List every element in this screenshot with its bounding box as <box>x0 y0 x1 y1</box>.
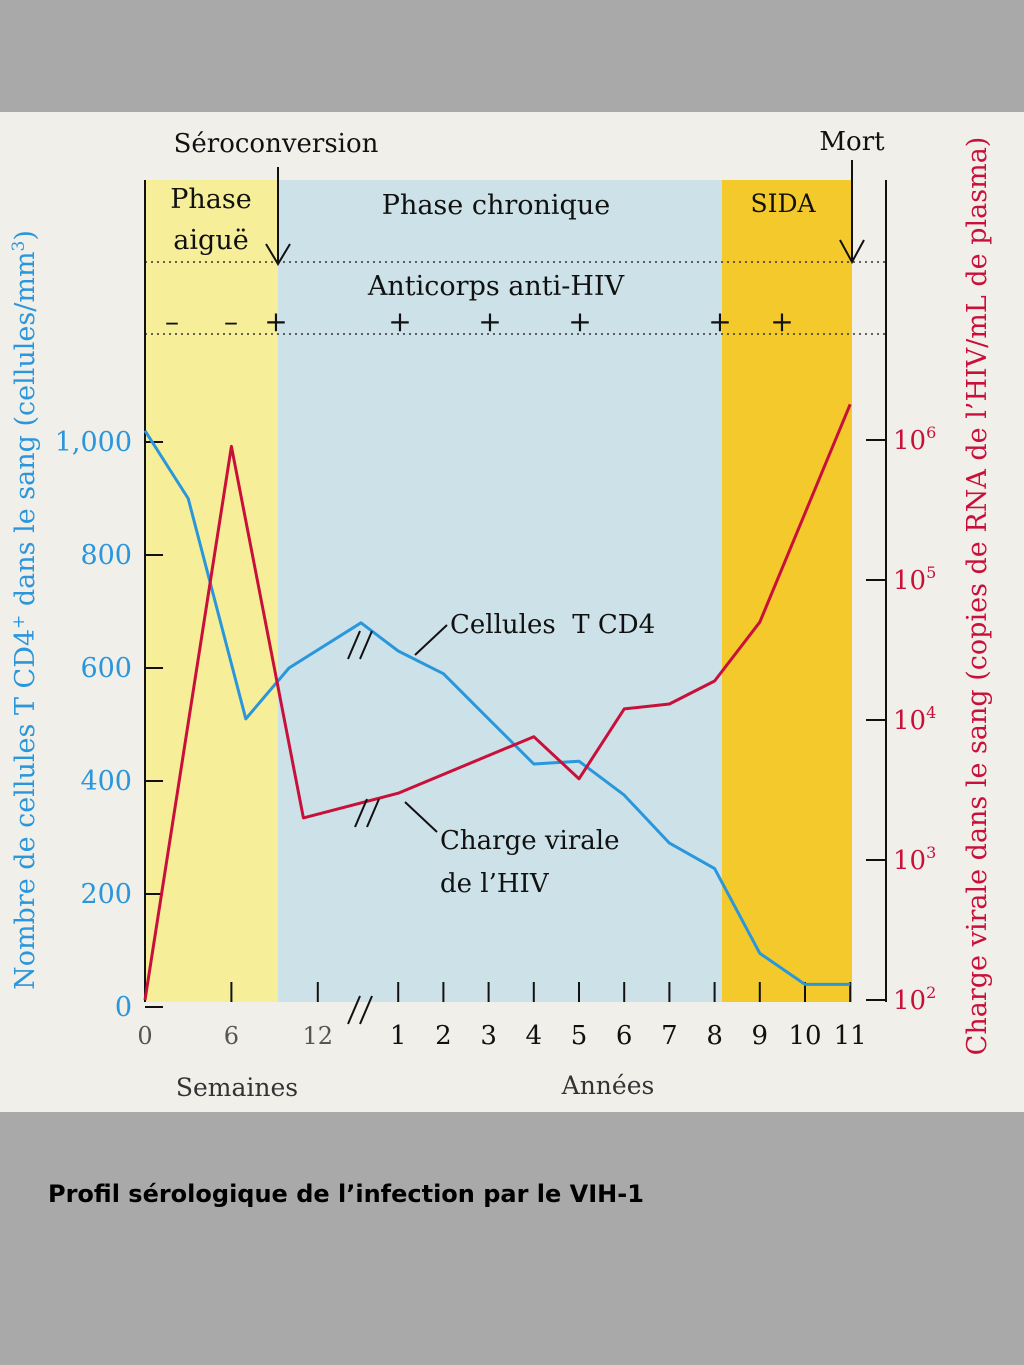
y-left-tick-label: 1,000 <box>55 427 132 458</box>
series-label-viral-line2: de l’HIV <box>440 869 550 899</box>
phase-aids-background <box>722 180 852 1002</box>
y-left-tick-label: 0 <box>115 992 132 1023</box>
axis-break-marks <box>347 630 380 1025</box>
slide-caption: Profil sérologique de l’infection par le… <box>48 1180 644 1208</box>
antibody-sign: + <box>708 305 731 338</box>
viral-label-leader <box>404 801 438 833</box>
antibody-sign: + <box>264 305 287 338</box>
left-axis-ticks: 0 200 400 600 800 1,000 <box>55 427 163 1023</box>
antibody-sign: + <box>568 305 591 338</box>
x-tick-label: 4 <box>526 1021 543 1051</box>
phase-chronic-label: Phase chronique <box>382 190 610 221</box>
death-arrow <box>839 160 865 265</box>
series-line-viral-load <box>143 403 852 1001</box>
y-left-tick-label: 200 <box>80 879 132 910</box>
seroconversion-arrow <box>265 167 291 266</box>
x-tick-label: 12 <box>303 1022 334 1050</box>
x-tick-label: 3 <box>480 1021 497 1051</box>
phase-chronic-background <box>278 180 722 1002</box>
x-tick-label: 6 <box>224 1022 239 1050</box>
phase-acute-label-line2: aiguë <box>173 225 248 256</box>
x-tick-label: 2 <box>435 1021 452 1051</box>
seroconversion-label: Séroconversion <box>174 129 379 159</box>
x-axis-label-years: Années <box>561 1071 655 1100</box>
y-right-tick-label: 106 <box>893 423 936 456</box>
x-tick-label: 9 <box>752 1021 769 1051</box>
x-tick-label: 0 <box>137 1022 152 1050</box>
death-label: Mort <box>819 127 885 157</box>
x-tick-label: 1 <box>390 1021 407 1051</box>
series-label-viral-line1: Charge virale <box>440 826 620 856</box>
y-left-tick-label: 400 <box>80 766 132 797</box>
antibody-sign: – <box>224 305 238 338</box>
y-right-tick-label: 102 <box>893 983 936 1016</box>
x-tick-label: 5 <box>571 1021 588 1051</box>
antibody-sign: + <box>770 305 793 338</box>
phase-acute-label-line1: Phase <box>170 184 252 215</box>
y-right-tick-label: 103 <box>893 843 936 876</box>
chart-photo: Phase aiguë Phase chronique SIDA Sérocon… <box>0 112 1024 1112</box>
x-tick-label: 11 <box>834 1021 867 1051</box>
x-tick-label: 8 <box>706 1021 723 1051</box>
antibody-sign: + <box>478 305 501 338</box>
y-left-tick-label: 800 <box>80 540 132 571</box>
x-tick-label: 6 <box>616 1021 633 1051</box>
y-right-tick-label: 104 <box>893 703 936 736</box>
x-tick-label: 10 <box>788 1021 821 1051</box>
series-line-cd4 <box>143 429 851 986</box>
right-axis-ticks: 102 103 104 105 106 <box>866 423 936 1016</box>
x-tick-label: 7 <box>661 1021 678 1051</box>
cd4-label-leader <box>414 624 448 656</box>
phase-aids-label: SIDA <box>750 189 816 218</box>
y-axis-right-label: Charge virale dans le sang (copies de RN… <box>962 137 993 1056</box>
y-axis-left-label: Nombre de cellules T CD4+ dans le sang (… <box>9 230 41 990</box>
series-label-cd4: Cellules T CD4 <box>450 610 655 640</box>
antibody-signs: – – + + + + + + <box>165 305 794 338</box>
antibody-title: Anticorps anti-HIV <box>367 271 625 302</box>
x-axis-ticks: 0 6 12 1 2 3 4 5 6 7 8 9 10 11 <box>137 982 867 1051</box>
antibody-sign: + <box>388 305 411 338</box>
y-right-tick-label: 105 <box>893 563 936 596</box>
x-axis-label-weeks: Semaines <box>176 1073 298 1102</box>
hiv-chart: Phase aiguë Phase chronique SIDA Sérocon… <box>9 127 993 1102</box>
antibody-sign: – <box>165 305 179 338</box>
y-left-tick-label: 600 <box>80 653 132 684</box>
